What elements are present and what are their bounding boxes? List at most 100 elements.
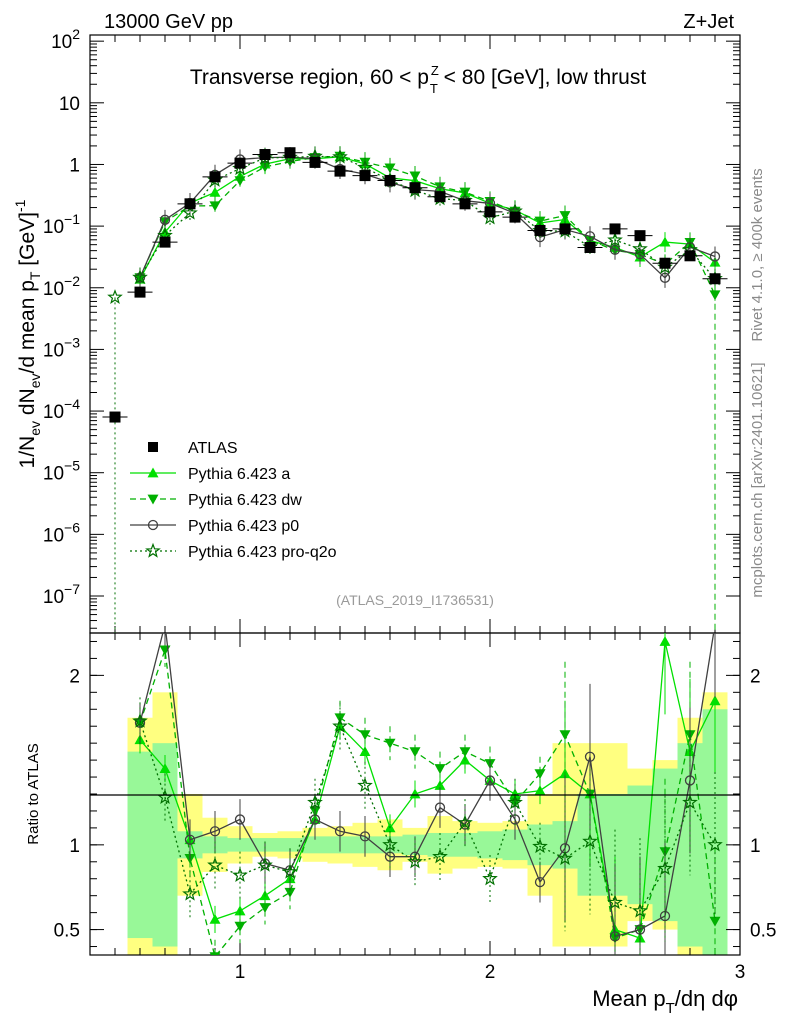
header-process: Z+Jet [683,11,734,33]
ratio-tick-label: 1 [69,836,80,857]
atlas-point [209,171,221,183]
atlas-point [484,206,496,218]
ratio-point-3 [382,836,398,852]
legend-entry-1: Pythia 6.423 dw [130,492,302,509]
ratio-band-green [302,836,328,854]
atlas-point [634,230,646,242]
ratio-tick-label-right: 1 [750,836,761,857]
x-tick-label: 3 [735,962,746,983]
ratio-point-3 [282,863,298,879]
ratio-point-3 [232,867,248,882]
series-point-3 [132,269,148,285]
y-tick-label: 10−6 [43,519,80,546]
series-point-0 [209,186,221,197]
atlas-point [709,273,721,285]
legend-marker-3 [145,542,161,558]
y-tick-label: 10−3 [43,334,80,361]
ratio-point-3 [557,850,573,866]
y-tick-label: 10−5 [43,458,80,485]
ratio-point-3 [207,856,223,872]
atlas-point [334,165,346,177]
ratio-point-3 [257,856,273,872]
ratio-band-green [477,831,503,859]
atlas-point [434,191,446,203]
y-tick-label: 10 [59,94,80,115]
ratio-point-3 [707,836,723,852]
ratio-point-2 [359,831,371,842]
ratio-band-green [227,838,253,852]
ratio-point-1 [459,747,471,758]
atlas-point [584,241,596,253]
ratio-point-3 [182,885,198,901]
legend: ATLAS Pythia 6.423 a Pythia 6.423 dw Pythia… [130,440,337,561]
ratio-point-3 [682,794,698,810]
ratio-point-1 [534,769,546,780]
series-point-0 [659,236,671,247]
ratio-point-0 [659,635,671,646]
ratio-point-1 [359,730,371,741]
ratio-band-green [277,838,303,852]
ratio-point-1 [234,921,246,932]
atlas-point [309,156,321,168]
y-tick-label: 10−7 [43,581,80,608]
series-point-3 [332,148,348,164]
ratio-tick-label: 0.5 [54,921,80,942]
series-point-1 [234,176,246,187]
ratio-point-1 [709,916,721,927]
series-point-1 [384,163,396,174]
ratio-point-2 [584,751,596,762]
header-energy: 13000 GeV pp [104,11,233,33]
ratio-point-0 [509,788,521,799]
ratio-point-2 [234,814,246,825]
ratio-point-2 [484,775,496,786]
ratio-point-1 [259,903,271,914]
ratio-band-green [127,751,153,939]
series-point-3 [107,289,123,305]
ratio-point-0 [209,913,221,924]
legend-label-2: Pythia 6.423 p0 [188,518,299,535]
atlas-point [259,149,271,161]
mcplots-label: mcplots.cern.ch [arXiv:2401.10621] [749,362,766,597]
ratio-point-3 [357,777,373,793]
atlas-point [609,223,621,235]
atlas-point [159,236,171,248]
ratio-point-2 [534,876,546,888]
ratio-line-0 [139,641,716,939]
ratio-point-3 [332,717,348,733]
atlas-point [684,250,696,262]
atlas-point [109,411,121,423]
ratio-point-3 [457,814,473,830]
ratio-point-0 [709,695,721,706]
y-tick-label: 102 [51,26,80,53]
atlas-point [359,170,371,182]
ratio-point-2 [184,834,196,845]
series-point-2 [709,251,721,262]
atlas-point [409,182,421,194]
ratio-tick-label-right: 2 [750,666,761,687]
ratio-point-3 [632,902,648,918]
ratio-point-2 [334,826,346,837]
ratio-point-1 [284,887,296,898]
ratio-point-1 [434,764,446,775]
atlas-point [559,223,571,235]
legend-marker-atlas [148,442,158,452]
ratio-point-3 [607,894,623,910]
y-tick-label: 10−4 [43,396,80,423]
ratio-point-3 [307,794,323,810]
x-tick-label: 2 [485,962,496,983]
ratio-point-1 [209,952,221,955]
atlas-point [234,157,246,169]
legend-label-1: Pythia 6.423 dw [188,492,302,509]
atlas-point [284,147,296,159]
atlas-point [184,198,196,210]
ratio-point-1 [409,747,421,758]
axes: 1 2 3 102 10 1 10−1 10−2 10−3 10−4 10−5 10−6 10−7 0.5… [43,26,777,983]
ratio-point-3 [432,848,448,864]
legend-marker-0 [147,467,159,478]
ratio-point-2 [434,802,446,813]
ratio-point-3 [582,833,598,849]
atlas-point [534,224,546,236]
ratio-y-axis-label: Ratio to ATLAS [25,743,42,844]
ratio-point-3 [482,870,498,886]
